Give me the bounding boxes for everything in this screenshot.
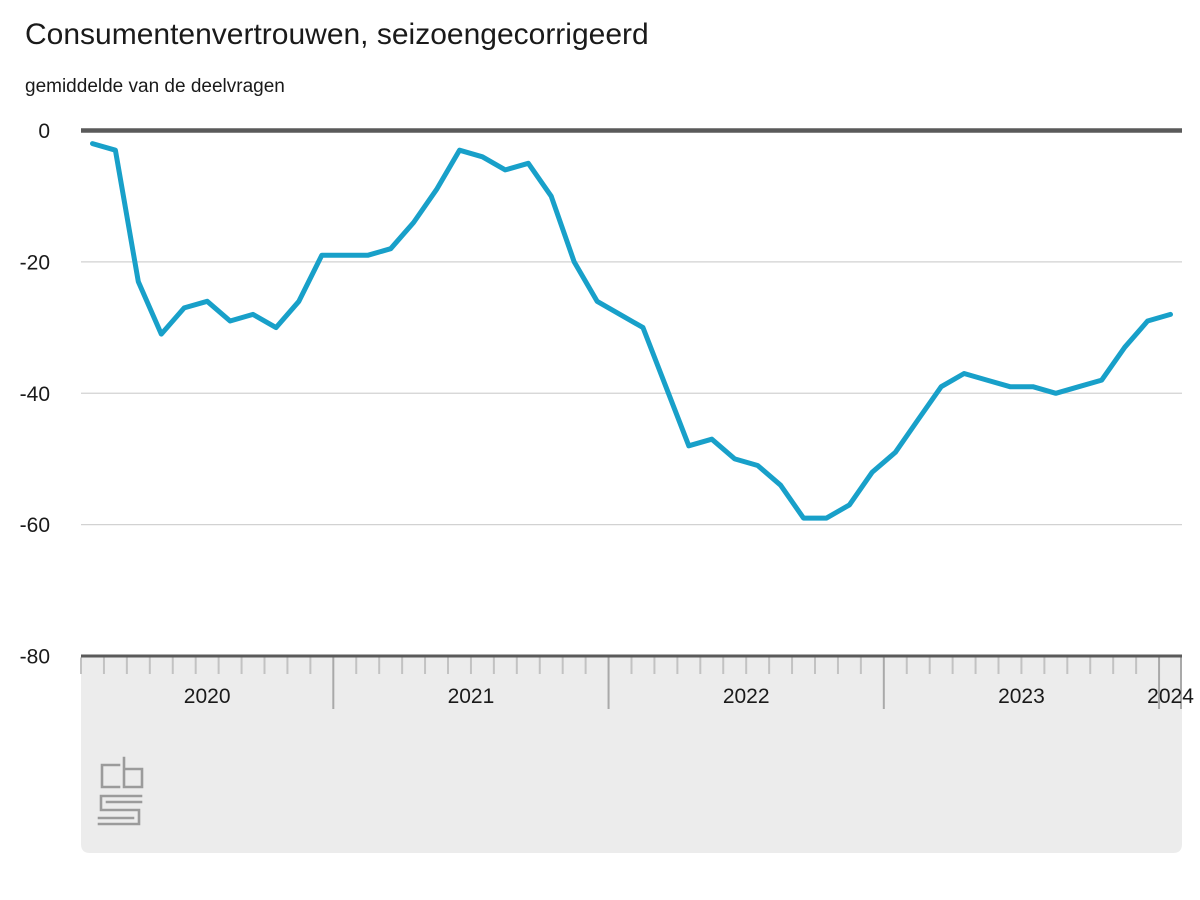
consumer-confidence-line (90, 141, 1173, 521)
y-axis-label: -40 (20, 383, 50, 406)
chart-subtitle: gemiddelde van de deelvragen (25, 76, 285, 97)
cbs-logo-b (122, 756, 144, 789)
x-axis-band (81, 656, 1182, 853)
x-axis-year-label: 2023 (998, 685, 1045, 708)
cbs-logo-c (100, 763, 121, 789)
x-axis-year-label: 2020 (184, 685, 231, 708)
chart-title: Consumentenvertrouwen, seizoengecorrigee… (25, 18, 649, 51)
cbs-logo-s-stripe (97, 800, 143, 820)
cbs-logo (97, 756, 144, 826)
y-axis-label: -20 (20, 251, 50, 274)
cbs-logo-s (97, 794, 143, 826)
y-axis-label: 0 (38, 120, 50, 143)
y-axis-label: -60 (20, 514, 50, 537)
y-axis-label: -80 (20, 646, 50, 669)
x-axis-year-label: 2024 (1147, 685, 1194, 708)
chart-series (90, 141, 1173, 521)
chart-axes: 0 -20 -40 -60 -80 2020 2021 2022 2023 2024 (20, 120, 1194, 853)
x-axis-year-label: 2021 (448, 685, 495, 708)
x-axis-year-label: 2022 (723, 685, 770, 708)
